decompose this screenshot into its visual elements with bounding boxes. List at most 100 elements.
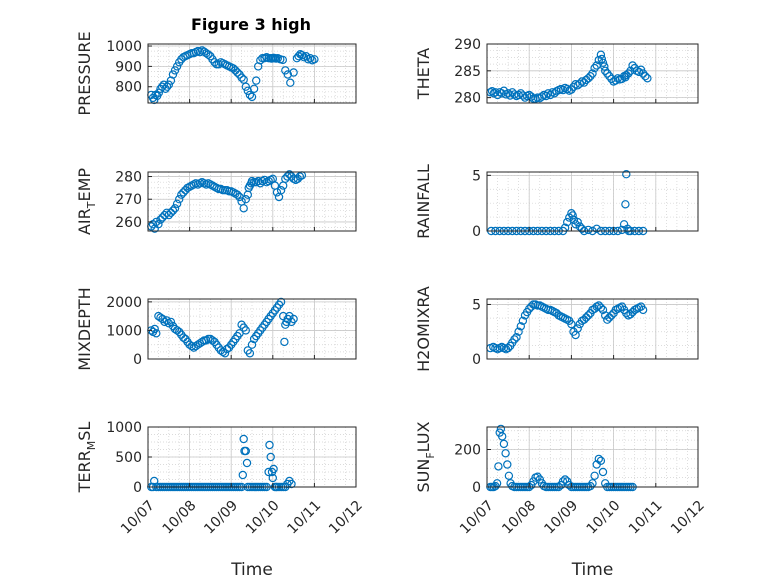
y-tick-label: 1000: [106, 420, 142, 436]
subplot-sun-flux: 0 200 10/07 10/08 10/09 10/10 10/11 10/12 SUNFLU…: [414, 421, 708, 580]
data-point: [276, 297, 286, 307]
x-axis-label: Time: [571, 560, 614, 580]
subplot-mixdepth: 0 1000 2000 MIXDEPTH: [75, 287, 357, 371]
data-point: [278, 55, 287, 65]
data-point: [579, 78, 589, 87]
data-point: [233, 68, 242, 77]
y-axis-label-main: AIR: [75, 208, 94, 235]
data-point: [594, 301, 604, 310]
data-point: [503, 89, 513, 98]
y-axis-label: PRESSURE: [75, 31, 94, 115]
data-point: [493, 90, 502, 100]
data-point: [497, 89, 506, 98]
data-point: [638, 69, 648, 78]
data-point: [605, 313, 614, 322]
data-point: [598, 58, 608, 68]
data-point: [162, 82, 172, 91]
data-point: [154, 311, 163, 321]
data-point: [622, 169, 631, 179]
data-point: [527, 302, 536, 311]
subplot-h2omixra: 0 5 H2OMIXRA: [414, 286, 699, 372]
data-point: [586, 71, 595, 81]
axes-box: [486, 171, 699, 232]
data-point: [510, 90, 519, 99]
data-point: [584, 311, 593, 320]
data-point: [150, 324, 159, 334]
data-point: [152, 217, 161, 227]
data-point: [575, 79, 585, 88]
data-point: [600, 62, 609, 71]
data-point: [622, 309, 631, 318]
data-point: [597, 54, 607, 64]
data-point: [245, 90, 255, 100]
y-tick-label: 5: [472, 168, 481, 184]
y-tick-label: 280: [454, 91, 481, 107]
data-point: [577, 224, 587, 233]
y-tick-label: 900: [115, 59, 142, 75]
data-point: [168, 70, 178, 79]
y-tick-label: 0: [472, 352, 481, 368]
data-point: [170, 324, 180, 334]
data-point: [222, 344, 232, 354]
data-point: [170, 204, 180, 213]
series-markers: [147, 297, 298, 358]
data-point: [638, 305, 648, 315]
data-point: [546, 90, 555, 100]
data-point: [245, 349, 255, 358]
data-point: [634, 67, 644, 77]
data-point: [510, 335, 519, 344]
data-point: [260, 175, 269, 185]
data-point: [210, 58, 219, 67]
y-tick-label: 200: [454, 443, 481, 459]
data-point: [310, 55, 319, 64]
data-point: [249, 84, 259, 94]
axes-box: [147, 43, 357, 104]
data-point: [193, 340, 203, 349]
data-point: [594, 454, 604, 464]
data-point: [201, 336, 211, 345]
y-tick-label: 5: [472, 297, 481, 313]
y-tick-label: 280: [115, 170, 142, 186]
data-point: [254, 176, 263, 186]
y-tick-label: 285: [454, 64, 481, 80]
x-tick-label: 10/10: [243, 498, 283, 538]
data-point: [598, 305, 608, 315]
data-point: [622, 70, 631, 80]
y-tick-label: 2000: [106, 295, 142, 311]
x-tick-label: 10/08: [499, 498, 539, 538]
y-tick-label: 1000: [106, 323, 142, 339]
data-point: [596, 456, 606, 465]
data-point: [516, 322, 526, 331]
axes-box: [147, 298, 357, 360]
data-point: [174, 194, 184, 204]
x-tick-label: 10/10: [584, 498, 624, 538]
y-axis-label-tail: LUX: [414, 421, 433, 452]
data-point: [285, 170, 294, 179]
data-point: [166, 317, 176, 327]
data-point: [247, 340, 257, 349]
data-point: [247, 92, 257, 102]
data-point: [584, 74, 593, 83]
data-point: [541, 91, 551, 101]
x-tick-label: 10/07: [457, 498, 497, 538]
data-point: [172, 199, 182, 208]
data-point: [242, 458, 252, 468]
data-point: [164, 210, 173, 220]
y-tick-label: 500: [115, 450, 142, 466]
data-point: [520, 93, 530, 102]
y-axis-label: TERRMSL: [75, 422, 98, 494]
data-point: [199, 179, 209, 188]
y-axis-label-subscript: M: [85, 441, 98, 451]
data-point: [498, 432, 507, 441]
data-point: [567, 319, 576, 329]
data-point: [214, 60, 223, 69]
data-point: [588, 69, 597, 78]
data-point: [491, 88, 500, 97]
data-point: [499, 439, 509, 449]
y-axis-label: H2OMIXRA: [414, 286, 433, 372]
figure-title: Figure 3 high: [191, 15, 311, 34]
data-point: [624, 69, 633, 78]
x-tick-label: 10/12: [668, 498, 708, 538]
data-point: [558, 85, 568, 95]
x-tick-label: 10/09: [541, 498, 581, 538]
